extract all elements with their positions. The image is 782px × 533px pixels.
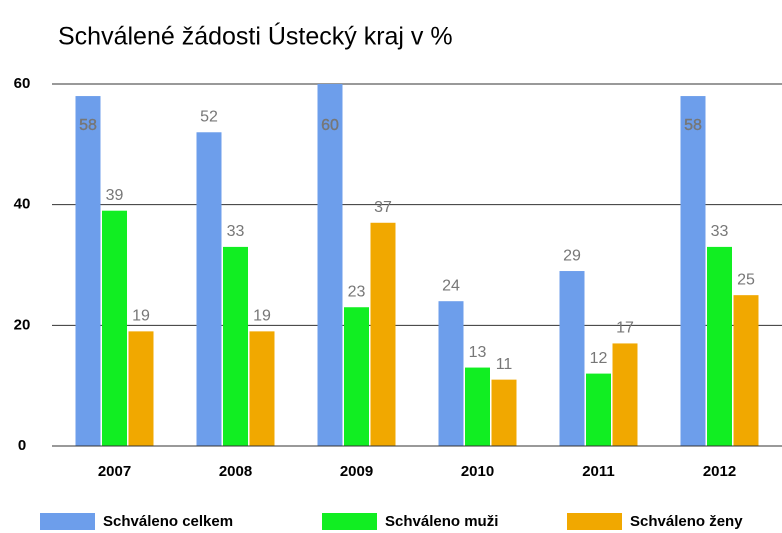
x-tick-label: 2007 xyxy=(98,463,131,480)
value-label: 24 xyxy=(442,277,460,294)
bar xyxy=(612,343,638,446)
y-tick-label: 40 xyxy=(14,196,31,213)
x-tick-label: 2012 xyxy=(703,463,736,480)
value-label: 39 xyxy=(106,187,124,204)
value-label: 19 xyxy=(132,308,150,325)
bar xyxy=(559,271,585,446)
legend-label: Schváleno muži xyxy=(385,513,498,530)
value-label: 29 xyxy=(563,247,581,264)
y-tick-label: 60 xyxy=(14,75,31,92)
value-label: 13 xyxy=(469,344,487,361)
bar xyxy=(344,307,369,446)
value-label: 58 xyxy=(684,117,702,134)
x-tick-label: 2010 xyxy=(461,463,494,480)
value-label: 17 xyxy=(616,320,634,337)
bar xyxy=(317,84,343,446)
x-tick-label: 2011 xyxy=(582,463,615,480)
value-label: 33 xyxy=(227,223,245,240)
bar xyxy=(223,246,248,446)
value-label: 52 xyxy=(200,108,218,125)
value-label: 33 xyxy=(711,223,729,240)
value-label: 25 xyxy=(737,271,755,288)
chart-title: Schválené žádosti Ústecký kraj v % xyxy=(58,22,453,51)
value-label: 58 xyxy=(79,117,97,134)
bar xyxy=(128,331,154,446)
bar xyxy=(733,295,759,446)
value-label: 60 xyxy=(321,117,339,134)
value-label: 11 xyxy=(496,356,513,373)
bar xyxy=(102,210,127,446)
x-tick-label: 2009 xyxy=(340,463,373,480)
bar xyxy=(249,331,275,446)
bar xyxy=(586,373,611,446)
bar xyxy=(680,96,706,447)
y-tick-label: 0 xyxy=(18,437,26,454)
legend-swatch xyxy=(567,513,622,530)
y-tick-label: 20 xyxy=(14,316,31,333)
value-label: 19 xyxy=(253,308,271,325)
legend-label: Schváleno celkem xyxy=(103,513,233,530)
bar xyxy=(491,379,517,446)
bar xyxy=(75,96,101,447)
bar xyxy=(196,132,222,446)
x-tick-label: 2008 xyxy=(219,463,252,480)
legend-swatch xyxy=(40,513,95,530)
value-label: 23 xyxy=(348,283,366,300)
bar xyxy=(438,301,464,446)
legend-swatch xyxy=(322,513,377,530)
bar xyxy=(370,222,396,446)
bar xyxy=(707,246,732,446)
bar xyxy=(465,367,490,446)
value-label: 12 xyxy=(590,350,608,367)
value-label: 37 xyxy=(374,199,392,216)
legend-label: Schváleno ženy xyxy=(630,513,743,530)
